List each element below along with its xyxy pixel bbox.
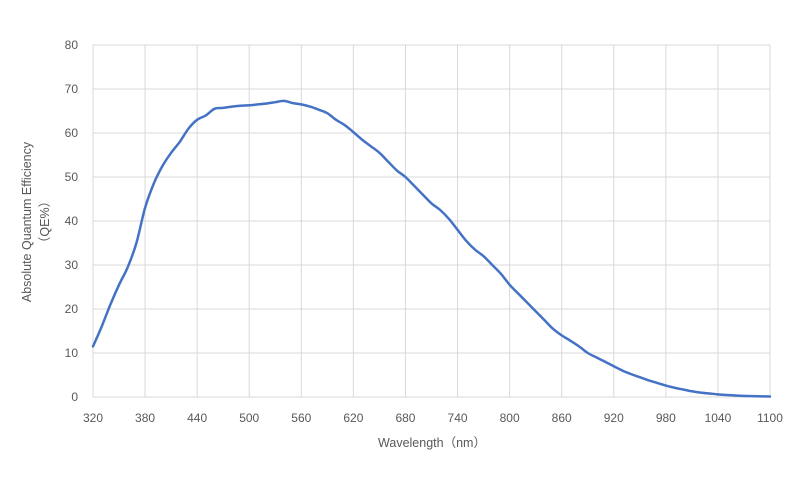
x-tick-label: 1040: [705, 411, 732, 425]
x-tick-label: 560: [291, 411, 311, 425]
x-tick-label: 620: [343, 411, 363, 425]
y-tick-label: 60: [65, 126, 79, 140]
y-tick-label: 10: [65, 346, 79, 360]
x-axis-label: Wavelength（nm）: [378, 436, 486, 450]
y-axis-label: Absolute Quantum Efficiency: [20, 141, 34, 302]
y-tick-label: 20: [65, 302, 79, 316]
x-tick-label: 320: [83, 411, 103, 425]
x-tick-label: 380: [135, 411, 155, 425]
y-tick-label: 50: [65, 170, 79, 184]
x-tick-label: 1100: [757, 411, 783, 425]
x-tick-label: 500: [239, 411, 259, 425]
y-tick-label: 40: [65, 214, 79, 228]
x-tick-label: 980: [656, 411, 676, 425]
y-tick-label: 80: [65, 38, 79, 52]
x-tick-label: 800: [500, 411, 520, 425]
y-axis-unit-label: （QE%）: [38, 195, 52, 249]
x-tick-label: 740: [448, 411, 468, 425]
y-tick-label: 70: [65, 82, 79, 96]
y-tick-label: 0: [71, 390, 78, 404]
x-tick-labels: 320 380 440 500 560 620 680 740 800 860 920 980 1040…: [83, 411, 783, 425]
y-tick-label: 30: [65, 258, 79, 272]
x-tick-label: 920: [604, 411, 624, 425]
x-tick-label: 860: [552, 411, 572, 425]
x-tick-label: 440: [187, 411, 207, 425]
y-tick-labels: 0 10 20 30 40 50 60 70 80: [65, 38, 79, 404]
x-tick-label: 680: [395, 411, 415, 425]
qe-series-line: [91, 99, 772, 398]
grid: [92, 44, 771, 398]
